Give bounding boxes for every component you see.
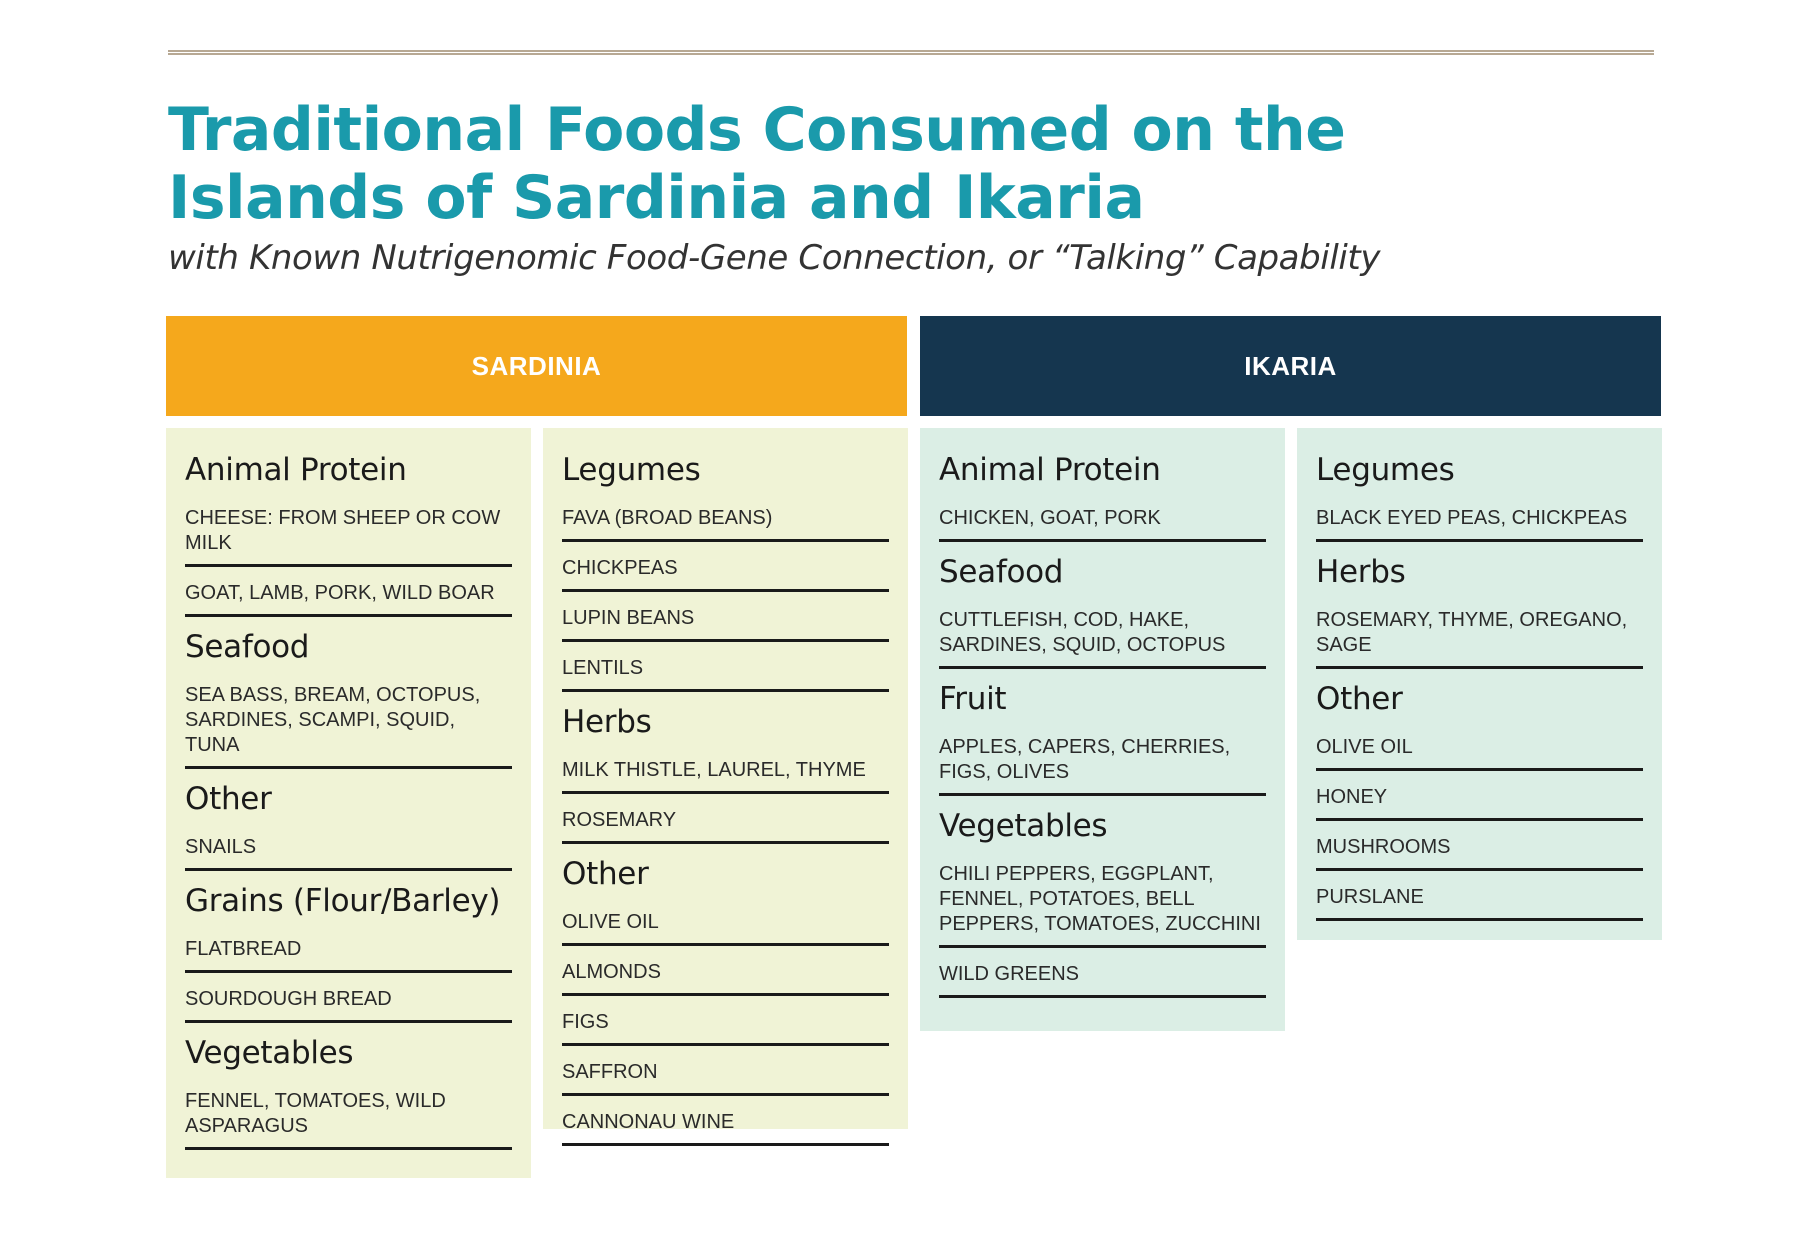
food-item: OLIVE OIL — [1316, 729, 1643, 771]
section-title: Other — [562, 856, 649, 892]
food-item: CHEESE: FROM SHEEP OR COW MILK — [185, 500, 512, 567]
food-item: ALMONDS — [562, 954, 889, 996]
food-item: CUTTLEFISH, COD, HAKE, SARDINES, SQUID, … — [939, 602, 1266, 669]
food-item: SNAILS — [185, 829, 512, 871]
food-item: OLIVE OIL — [562, 904, 889, 946]
food-item: CHICKEN, GOAT, PORK — [939, 500, 1266, 542]
section-title: Herbs — [1316, 554, 1406, 590]
section-title: Herbs — [562, 704, 652, 740]
food-item: CANNONAU WINE — [562, 1104, 889, 1146]
food-item: FLATBREAD — [185, 931, 512, 973]
food-item: BLACK EYED PEAS, CHICKPEAS — [1316, 500, 1643, 542]
food-item: FAVA (BROAD BEANS) — [562, 500, 889, 542]
ikaria-header: IKARIA — [920, 316, 1661, 416]
section-title: Legumes — [562, 452, 701, 488]
section-title: Seafood — [185, 629, 310, 665]
section-title: Grains (Flour/Barley) — [185, 883, 501, 919]
food-item: HONEY — [1316, 779, 1643, 821]
section-title: Other — [1316, 681, 1403, 717]
food-item: APPLES, CAPERS, CHERRIES, FIGS, OLIVES — [939, 729, 1266, 796]
page-title: Traditional Foods Consumed on the Island… — [168, 96, 1468, 232]
ikaria-column-1: Animal Protein CHICKEN, GOAT, PORK Seafood… — [920, 428, 1285, 1031]
sardinia-column-2: Legumes FAVA (BROAD BEANS) CHICKPEAS LUPIN … — [543, 428, 908, 1146]
food-item: WILD GREENS — [939, 956, 1266, 998]
food-item: ROSEMARY, THYME, OREGANO, SAGE — [1316, 602, 1643, 669]
food-item: SOURDOUGH BREAD — [185, 981, 512, 1023]
section-title: Seafood — [939, 554, 1064, 590]
section-title: Legumes — [1316, 452, 1455, 488]
food-item: PURSLANE — [1316, 879, 1643, 921]
food-item: MILK THISTLE, LAUREL, THYME — [562, 752, 889, 794]
food-item: SEA BASS, BREAM, OCTOPUS, SARDINES, SCAM… — [185, 677, 512, 769]
food-item: ROSEMARY — [562, 802, 889, 844]
title-line-2: Islands of Sardinia and Ikaria — [168, 163, 1145, 233]
section-title: Vegetables — [939, 808, 1108, 844]
section-title: Other — [185, 781, 272, 817]
food-item: MUSHROOMS — [1316, 829, 1643, 871]
top-divider — [168, 50, 1654, 55]
section-title: Animal Protein — [185, 452, 407, 488]
section-title: Fruit — [939, 681, 1007, 717]
food-item: CHICKPEAS — [562, 550, 889, 592]
food-item: SAFFRON — [562, 1054, 889, 1096]
food-item: GOAT, LAMB, PORK, WILD BOAR — [185, 575, 512, 617]
title-line-1: Traditional Foods Consumed on the — [168, 95, 1346, 165]
ikaria-column-2: Legumes BLACK EYED PEAS, CHICKPEAS Herbs RO… — [1297, 428, 1662, 940]
food-item: FENNEL, TOMATOES, WILD ASPARAGUS — [185, 1083, 512, 1150]
section-title: Animal Protein — [939, 452, 1161, 488]
section-title: Vegetables — [185, 1035, 354, 1071]
food-item: LENTILS — [562, 650, 889, 692]
food-item: LUPIN BEANS — [562, 600, 889, 642]
food-item: FIGS — [562, 1004, 889, 1046]
sardinia-header: SARDINIA — [166, 316, 907, 416]
food-item: CHILI PEPPERS, EGGPLANT, FENNEL, POTATOE… — [939, 856, 1266, 948]
page-subtitle: with Known Nutrigenomic Food-Gene Connec… — [168, 238, 1381, 278]
sardinia-column-1: Animal Protein CHEESE: FROM SHEEP OR COW … — [166, 428, 531, 1178]
